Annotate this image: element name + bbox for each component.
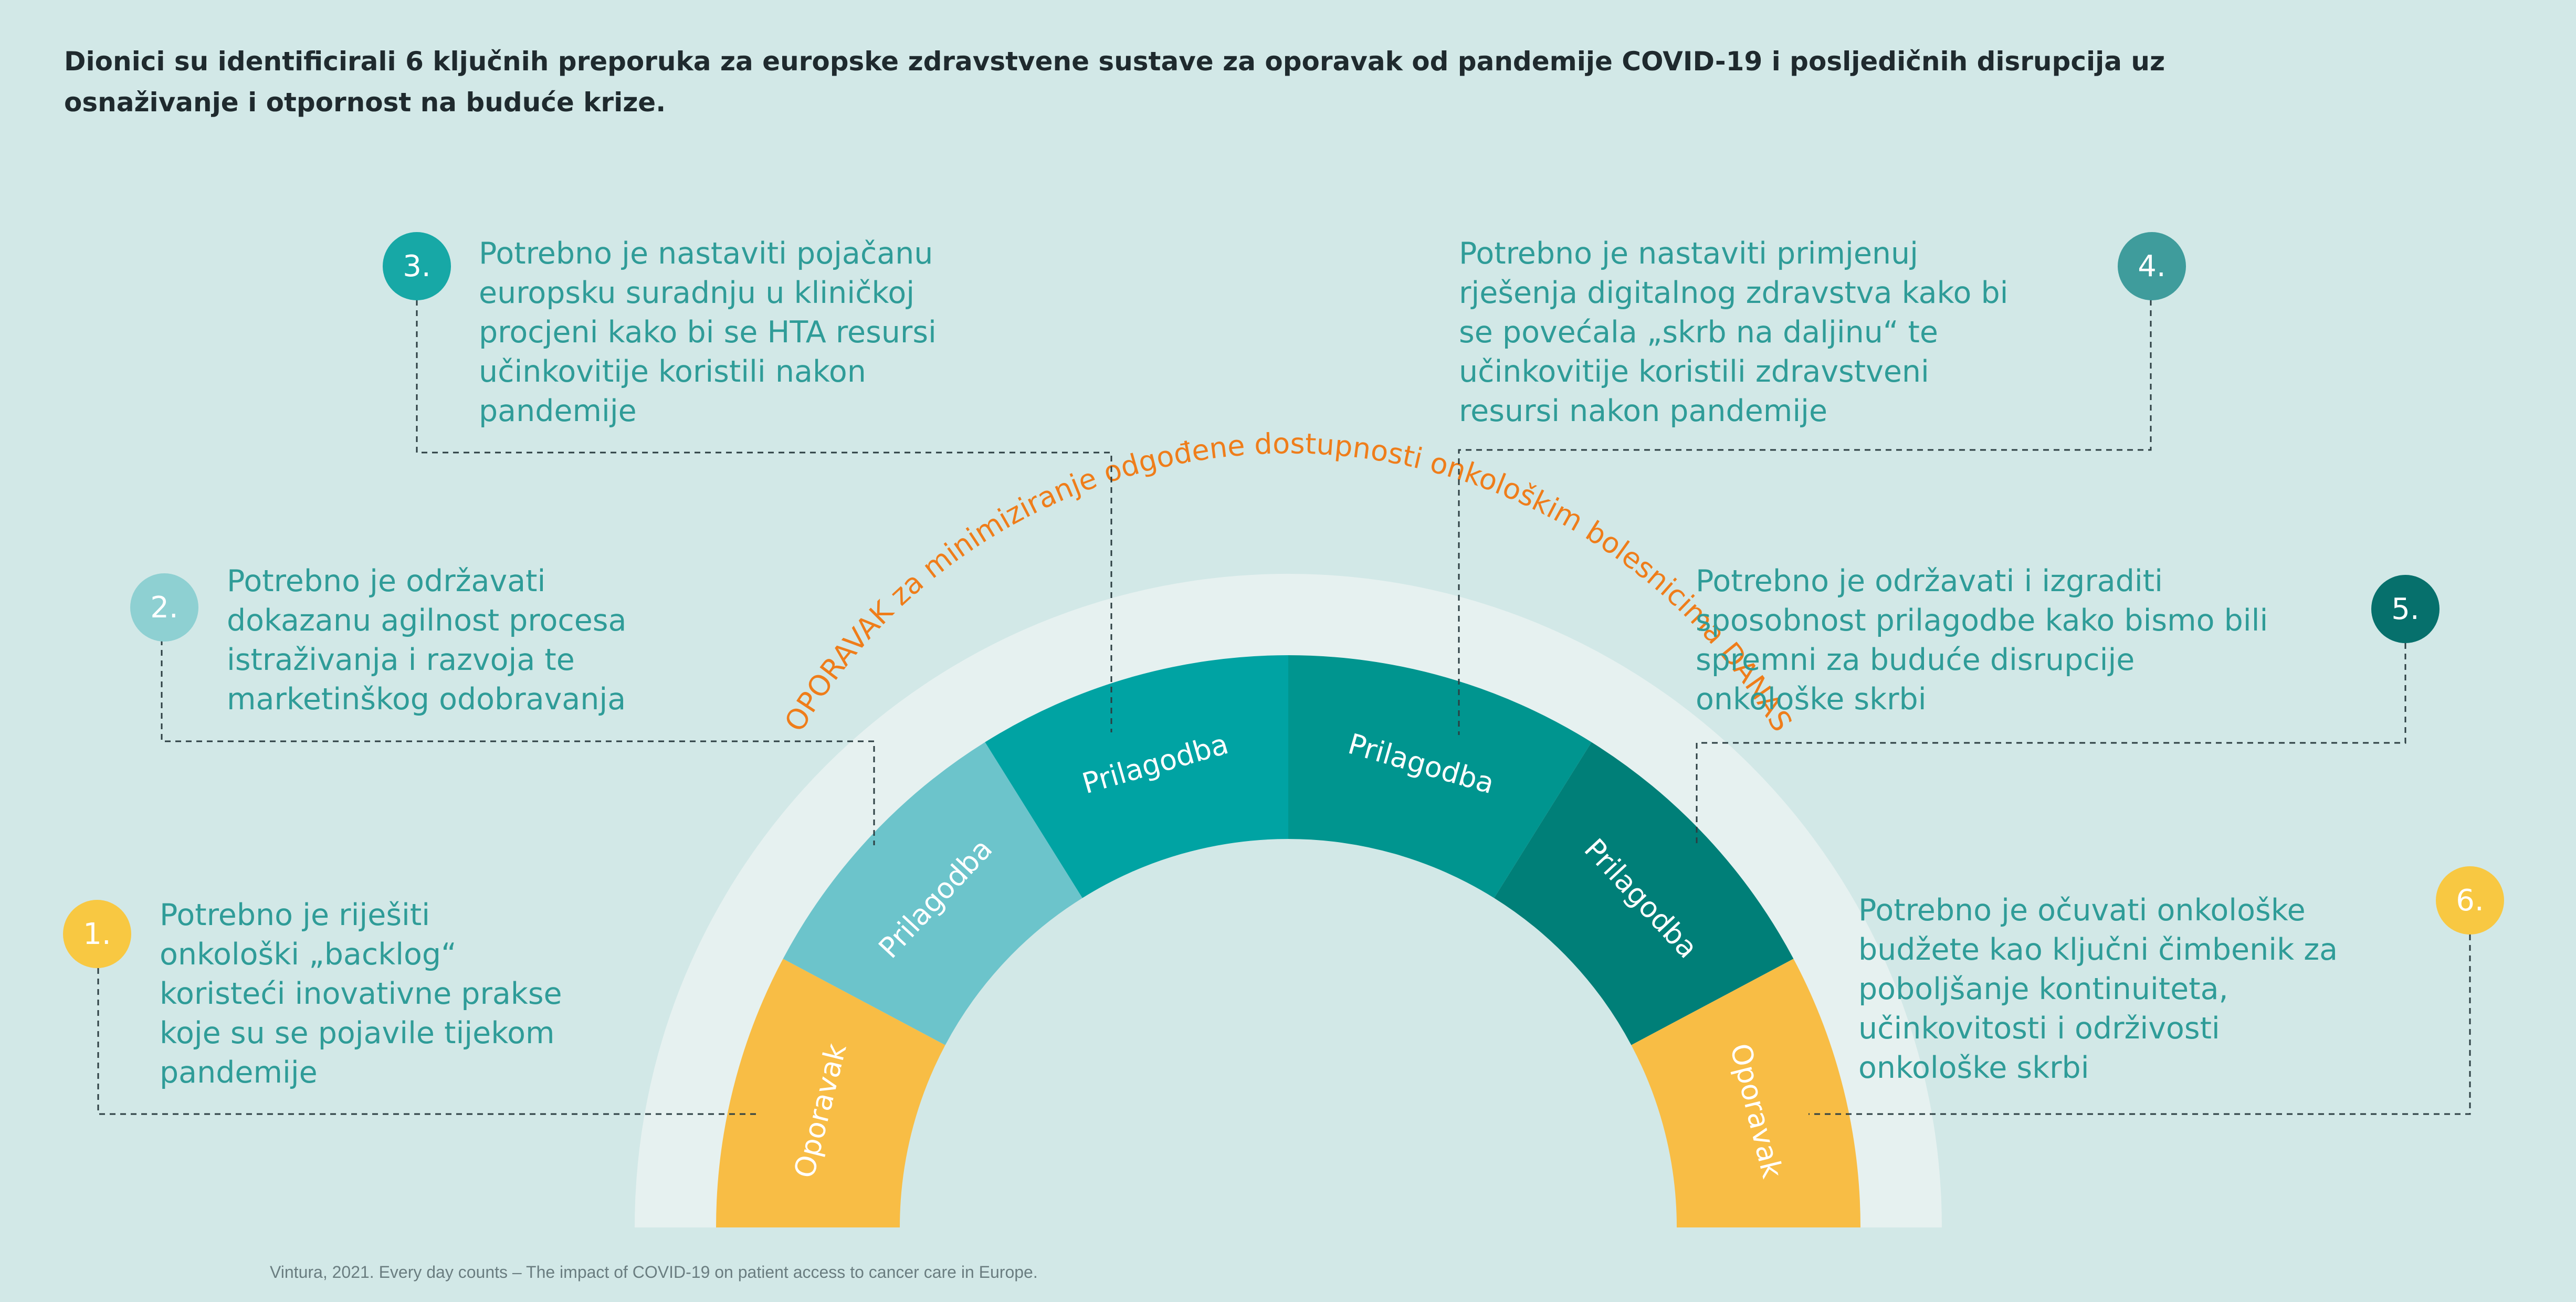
- badge-number-5: 5.: [2391, 592, 2420, 626]
- outer-ring: [635, 574, 1942, 1227]
- recommendation-2-text: Potrebno je održavati dokazanu agilnost …: [227, 564, 627, 717]
- recommendation-3-text: Potrebno je nastaviti pojačanu europsku …: [479, 236, 937, 428]
- badge-number-1: 1.: [83, 917, 111, 951]
- badge-recommendation-5: 5.: [2371, 575, 2440, 643]
- arc-segment-5: [1494, 742, 1794, 1045]
- connector-6: [1809, 934, 2471, 1115]
- badge-recommendation-1: 1.: [63, 900, 131, 968]
- badge-number-4: 4.: [2138, 249, 2166, 284]
- badge-number-6: 6.: [2456, 883, 2484, 918]
- arc-segments: [716, 655, 1860, 1227]
- connector-3: [416, 300, 1112, 732]
- recommendation-5-text: Potrebno je održavati i izgraditi sposob…: [1696, 564, 2268, 717]
- connector-5: [1696, 643, 2406, 845]
- badge-number-3: 3.: [403, 249, 431, 284]
- connector-4: [1458, 300, 2152, 735]
- arc-segment-6: [1631, 959, 1860, 1227]
- connector-lines: [97, 300, 2471, 1115]
- badge-recommendation-3: 3.: [383, 232, 451, 300]
- arc-segment-4: [1288, 655, 1592, 898]
- recommendation-4-text: Potrebno je nastaviti primjenuj rješenja…: [1459, 236, 2009, 428]
- recommendation-1-text: Potrebno je riješiti onkološki „backlog“…: [160, 898, 562, 1090]
- recommendation-6-text: Potrebno je očuvati onkološke budžete ka…: [1858, 893, 2338, 1085]
- diagram-title: Dionici su identificirali 6 ključnih pre…: [64, 46, 2165, 118]
- arc-segment-1: [716, 959, 945, 1227]
- badge-recommendation-6: 6.: [2436, 866, 2504, 934]
- arc-segment-2: [783, 742, 1082, 1045]
- badge-recommendation-2: 2.: [130, 573, 198, 642]
- connector-2: [161, 639, 875, 845]
- source-citation: Vintura, 2021. Every day counts – The im…: [270, 1263, 1038, 1282]
- arc-segment-3: [985, 655, 1288, 898]
- badge-recommendation-4: 4.: [2118, 232, 2186, 300]
- badge-number-2: 2.: [150, 590, 178, 625]
